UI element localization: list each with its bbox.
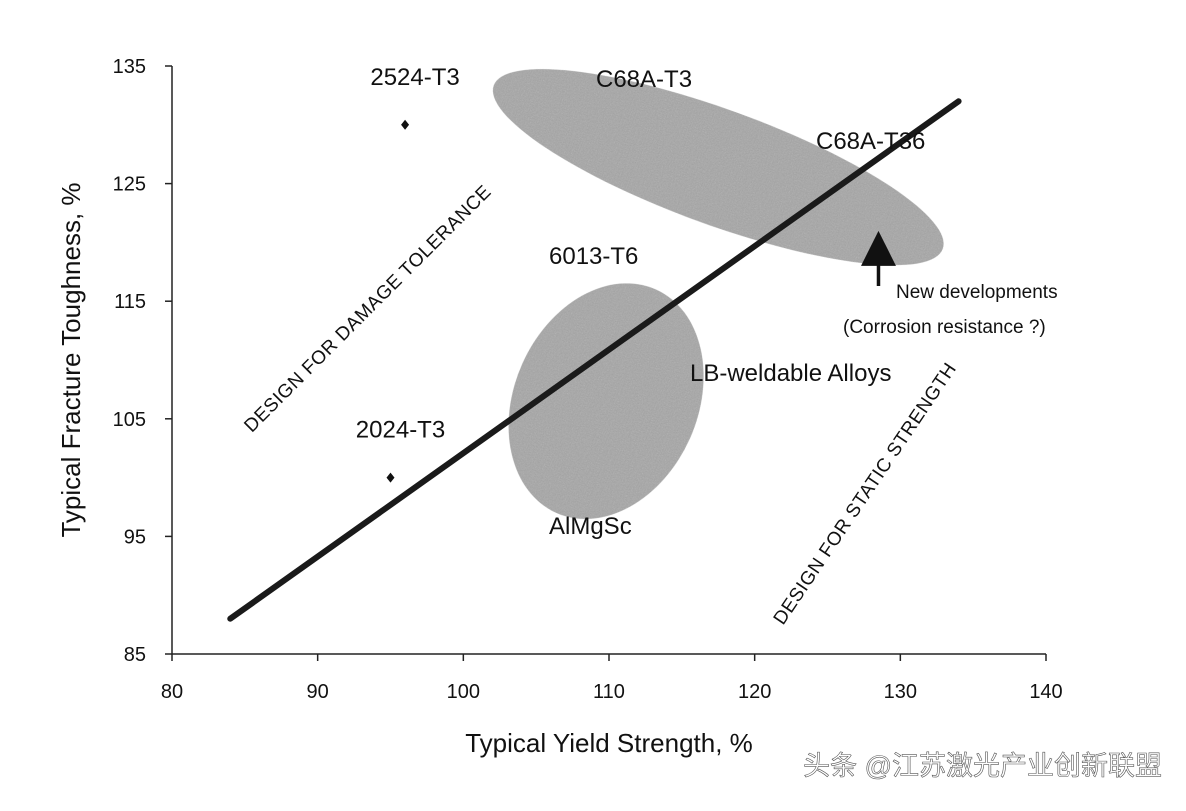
x-tick-label: 120	[738, 681, 771, 703]
region-ellipse-1	[492, 69, 944, 266]
trend-line	[227, 98, 962, 622]
x-axis-title: Typical Yield Strength, %	[465, 728, 753, 758]
label-c68a-t3: C68A-T3	[596, 66, 692, 93]
x-tick-label: 80	[161, 681, 183, 703]
x-tick-label: 130	[884, 681, 917, 703]
regions-layer	[492, 69, 944, 519]
x-tick-label: 110	[593, 681, 625, 703]
x-tick-label: 140	[1029, 681, 1062, 703]
points-layer: 2524-T3 2024-T3	[356, 64, 460, 483]
y-tick-label: 105	[113, 409, 146, 431]
y-tick-label: 115	[114, 291, 146, 313]
label-6013-t6: 6013-T6	[549, 243, 638, 270]
data-point	[401, 119, 410, 130]
data-point-label: 2024-T3	[356, 417, 445, 444]
label-lb-weldable: LB-weldable Alloys	[690, 360, 891, 387]
label-c68a-t36: C68A-T36	[816, 128, 925, 155]
y-tick-label: 85	[124, 644, 146, 666]
x-tick-label: 90	[307, 681, 329, 703]
y-tick-label: 135	[113, 56, 146, 78]
label-corrosion-resistance: (Corrosion resistance ?)	[843, 317, 1046, 338]
label-design-static-strength: DESIGN FOR STATIC STRENGTH	[770, 359, 961, 629]
label-new-developments: New developments	[896, 282, 1058, 303]
y-tick-label: 125	[113, 174, 146, 196]
x-ticks: 80 90 100 110 120 130 140	[161, 654, 1063, 703]
y-axis-title: Typical Fracture Toughness, %	[56, 182, 86, 537]
watermark: 头条 @江苏激光产业创新联盟	[803, 751, 1162, 781]
data-point	[386, 472, 395, 483]
region-ellipse-2	[508, 283, 704, 519]
label-design-damage-tolerance: DESIGN FOR DAMAGE TOLERANCE	[240, 181, 495, 436]
label-almgsc: AlMgSc	[549, 513, 632, 540]
y-tick-label: 95	[124, 526, 146, 548]
axes: 80 90 100 110 120 130 140 85 95 105 115 125 135	[113, 56, 1063, 703]
data-point-label: 2524-T3	[370, 64, 459, 91]
x-tick-label: 100	[447, 681, 480, 703]
y-ticks: 85 95 105 115 125 135	[113, 56, 172, 666]
